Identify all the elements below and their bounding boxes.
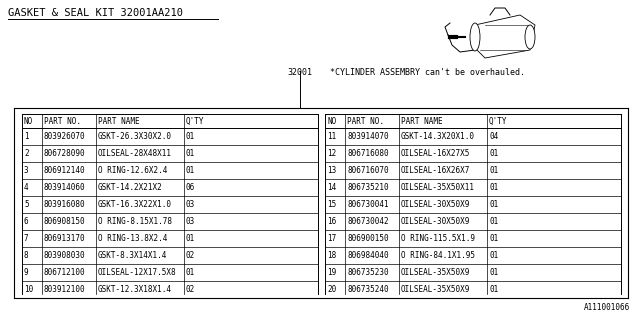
Text: 32001: 32001 [287, 68, 312, 77]
Text: 5: 5 [24, 200, 29, 209]
Ellipse shape [525, 25, 535, 49]
Polygon shape [475, 15, 535, 58]
Text: PART NO.: PART NO. [347, 116, 384, 125]
Text: 01: 01 [489, 217, 499, 226]
Text: 01: 01 [186, 234, 195, 243]
Text: PART NAME: PART NAME [98, 116, 140, 125]
Text: OILSEAL-12X17.5X8: OILSEAL-12X17.5X8 [98, 268, 177, 277]
Text: 01: 01 [186, 268, 195, 277]
Text: GSKT-14.2X21X2: GSKT-14.2X21X2 [98, 183, 163, 192]
Text: A111001066: A111001066 [584, 303, 630, 312]
Text: 01: 01 [489, 251, 499, 260]
Text: 16: 16 [327, 217, 336, 226]
Text: 803914060: 803914060 [44, 183, 86, 192]
Text: O RING-84.1X1.95: O RING-84.1X1.95 [401, 251, 475, 260]
Text: 7: 7 [24, 234, 29, 243]
Text: GSKT-8.3X14X1.4: GSKT-8.3X14X1.4 [98, 251, 168, 260]
Text: 806728090: 806728090 [44, 149, 86, 158]
Text: 15: 15 [327, 200, 336, 209]
Text: 01: 01 [489, 149, 499, 158]
Text: 806735230: 806735230 [347, 268, 388, 277]
Text: O RING-8.15X1.78: O RING-8.15X1.78 [98, 217, 172, 226]
Text: 01: 01 [186, 132, 195, 141]
Text: 01: 01 [489, 234, 499, 243]
Text: Q'TY: Q'TY [186, 116, 205, 125]
Text: NO: NO [24, 116, 33, 125]
Text: 01: 01 [489, 183, 499, 192]
Text: GASKET & SEAL KIT 32001AA210: GASKET & SEAL KIT 32001AA210 [8, 8, 183, 18]
Text: 18: 18 [327, 251, 336, 260]
Text: GSKT-14.3X20X1.0: GSKT-14.3X20X1.0 [401, 132, 475, 141]
Text: NO: NO [327, 116, 336, 125]
Text: 803912100: 803912100 [44, 285, 86, 294]
Text: PART NAME: PART NAME [401, 116, 443, 125]
Text: 3: 3 [24, 166, 29, 175]
Text: 806716070: 806716070 [347, 166, 388, 175]
Text: 02: 02 [186, 251, 195, 260]
Text: 806712100: 806712100 [44, 268, 86, 277]
Text: OILSEAL-16X26X7: OILSEAL-16X26X7 [401, 166, 470, 175]
Text: 06: 06 [186, 183, 195, 192]
Text: 806900150: 806900150 [347, 234, 388, 243]
Text: 806730041: 806730041 [347, 200, 388, 209]
Text: 01: 01 [489, 200, 499, 209]
Text: 01: 01 [186, 149, 195, 158]
Text: 03: 03 [186, 200, 195, 209]
Text: 13: 13 [327, 166, 336, 175]
Text: 03: 03 [186, 217, 195, 226]
Text: 04: 04 [489, 132, 499, 141]
Text: OILSEAL-30X50X9: OILSEAL-30X50X9 [401, 217, 470, 226]
Text: O RING-115.5X1.9: O RING-115.5X1.9 [401, 234, 475, 243]
Text: 806984040: 806984040 [347, 251, 388, 260]
Text: OILSEAL-28X48X11: OILSEAL-28X48X11 [98, 149, 172, 158]
Text: 12: 12 [327, 149, 336, 158]
Text: *CYLINDER ASSEMBRY can't be overhauled.: *CYLINDER ASSEMBRY can't be overhauled. [330, 68, 525, 77]
Text: Q'TY: Q'TY [489, 116, 508, 125]
Text: 803926070: 803926070 [44, 132, 86, 141]
Text: 01: 01 [489, 268, 499, 277]
Text: PART NO.: PART NO. [44, 116, 81, 125]
Text: GSKT-16.3X22X1.0: GSKT-16.3X22X1.0 [98, 200, 172, 209]
Text: 1: 1 [24, 132, 29, 141]
Text: 806735240: 806735240 [347, 285, 388, 294]
Text: 806735210: 806735210 [347, 183, 388, 192]
Text: 10: 10 [24, 285, 33, 294]
Text: GSKT-12.3X18X1.4: GSKT-12.3X18X1.4 [98, 285, 172, 294]
Text: OILSEAL-35X50X9: OILSEAL-35X50X9 [401, 285, 470, 294]
Ellipse shape [470, 23, 480, 51]
Text: 803916080: 803916080 [44, 200, 86, 209]
Text: OILSEAL-16X27X5: OILSEAL-16X27X5 [401, 149, 470, 158]
Text: O RING-13.8X2.4: O RING-13.8X2.4 [98, 234, 168, 243]
Text: 02: 02 [186, 285, 195, 294]
Text: 2: 2 [24, 149, 29, 158]
Text: 8: 8 [24, 251, 29, 260]
Text: 806908150: 806908150 [44, 217, 86, 226]
Text: 11: 11 [327, 132, 336, 141]
Text: 20: 20 [327, 285, 336, 294]
Text: 806913170: 806913170 [44, 234, 86, 243]
Text: 19: 19 [327, 268, 336, 277]
Text: 4: 4 [24, 183, 29, 192]
Text: GSKT-26.3X30X2.0: GSKT-26.3X30X2.0 [98, 132, 172, 141]
Text: OILSEAL-35X50X9: OILSEAL-35X50X9 [401, 268, 470, 277]
Text: 803914070: 803914070 [347, 132, 388, 141]
Text: 14: 14 [327, 183, 336, 192]
Text: 806716080: 806716080 [347, 149, 388, 158]
Text: O RING-12.6X2.4: O RING-12.6X2.4 [98, 166, 168, 175]
Text: OILSEAL-35X50X11: OILSEAL-35X50X11 [401, 183, 475, 192]
Text: 806730042: 806730042 [347, 217, 388, 226]
Text: 01: 01 [186, 166, 195, 175]
Text: 17: 17 [327, 234, 336, 243]
Text: 6: 6 [24, 217, 29, 226]
Text: 806912140: 806912140 [44, 166, 86, 175]
Text: OILSEAL-30X50X9: OILSEAL-30X50X9 [401, 200, 470, 209]
Text: 9: 9 [24, 268, 29, 277]
Text: 803908030: 803908030 [44, 251, 86, 260]
Text: 01: 01 [489, 166, 499, 175]
Text: 01: 01 [489, 285, 499, 294]
